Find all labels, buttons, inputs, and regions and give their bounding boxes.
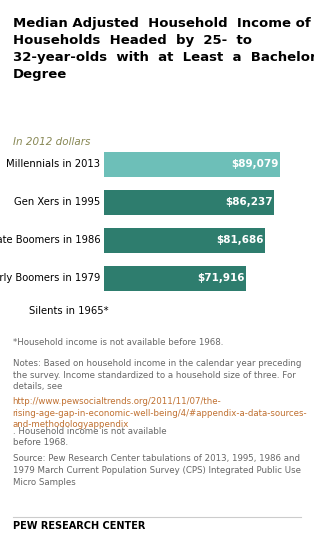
- Text: Gen Xers in 1995: Gen Xers in 1995: [14, 197, 100, 207]
- Text: Notes: Based on household income in the calendar year preceding
the survey. Inco: Notes: Based on household income in the …: [13, 359, 301, 391]
- Text: Early Boomers in 1979: Early Boomers in 1979: [0, 273, 100, 283]
- Text: PEW RESEARCH CENTER: PEW RESEARCH CENTER: [13, 521, 145, 531]
- Bar: [104, 152, 280, 177]
- Text: http://www.pewsocialtrends.org/2011/11/07/the-
rising-age-gap-in-economic-well-b: http://www.pewsocialtrends.org/2011/11/0…: [13, 397, 307, 429]
- Text: In 2012 dollars: In 2012 dollars: [13, 137, 90, 147]
- Text: Median Adjusted  Household  Income of
Households  Headed  by  25-  to
32-year-ol: Median Adjusted Household Income of Hous…: [13, 17, 314, 80]
- Text: Millennials in 2013: Millennials in 2013: [7, 159, 100, 169]
- Text: Silents in 1965*: Silents in 1965*: [29, 306, 109, 316]
- Bar: [104, 190, 274, 215]
- Text: . Household income is not available
before 1968.: . Household income is not available befo…: [13, 427, 166, 447]
- Text: *Household income is not available before 1968.: *Household income is not available befor…: [13, 338, 223, 347]
- Text: $81,686: $81,686: [216, 235, 264, 245]
- Text: $86,237: $86,237: [225, 197, 273, 207]
- Text: $71,916: $71,916: [197, 273, 244, 283]
- Bar: [104, 266, 246, 291]
- Bar: [104, 228, 265, 253]
- Text: Late Boomers in 1986: Late Boomers in 1986: [0, 235, 100, 245]
- Text: Source: Pew Research Center tabulations of 2013, 1995, 1986 and
1979 March Curre: Source: Pew Research Center tabulations …: [13, 454, 300, 486]
- Text: $89,079: $89,079: [231, 159, 278, 169]
